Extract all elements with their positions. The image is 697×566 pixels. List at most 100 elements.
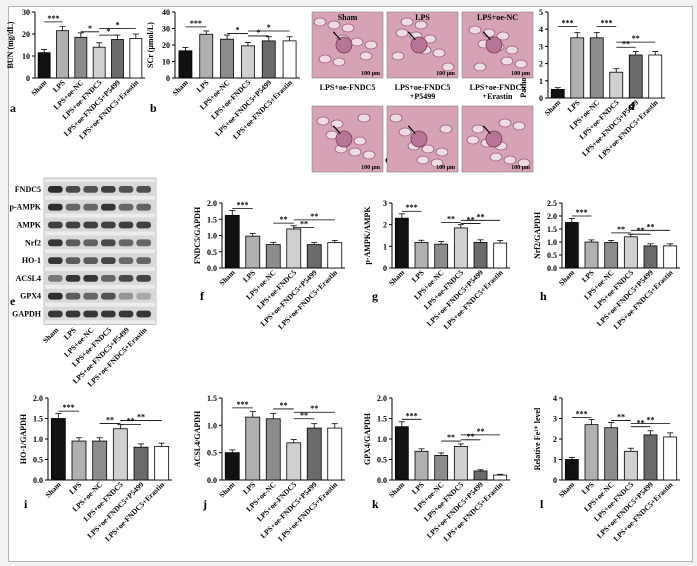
- significance-label: ***: [63, 403, 75, 412]
- category-label: LPS: [241, 268, 257, 284]
- glomerulus-shape: [410, 130, 428, 148]
- y-tick-label: 5: [539, 8, 543, 17]
- y-tick-label: 0.5: [207, 248, 217, 257]
- y-tick-label: 20: [22, 30, 30, 39]
- glomerulus-shape: [485, 36, 503, 54]
- y-tick-label: 30: [162, 25, 170, 34]
- arrow-icon: [407, 31, 416, 41]
- blot-band: [83, 239, 98, 247]
- panel-letter-k: k: [372, 497, 379, 511]
- significance-label: *: [116, 21, 120, 30]
- bar-4: [111, 39, 124, 79]
- y-tick-label: 2.0: [33, 394, 43, 403]
- panel-letter-d: d: [628, 99, 635, 113]
- tubule-shape: [505, 45, 519, 55]
- tubule-shape: [441, 62, 455, 72]
- significance-label: *: [88, 24, 92, 33]
- y-tick-label: 20: [162, 41, 170, 50]
- scale-bar-label: 100 μm: [436, 71, 455, 77]
- y-tick-label: 3: [553, 415, 557, 424]
- blot-band: [101, 257, 116, 264]
- tubule-shape: [316, 116, 330, 126]
- tubule-shape: [430, 158, 444, 168]
- y-tick-label: 30: [22, 8, 30, 17]
- blot-band: [83, 257, 98, 264]
- tubule-shape: [359, 51, 373, 61]
- bar-0: [394, 426, 409, 481]
- y-axis-label: BUN (mg/dL): [6, 21, 15, 68]
- tubule-shape: [364, 40, 378, 50]
- category-label: Sham: [43, 480, 63, 500]
- bar-3: [623, 450, 638, 481]
- y-tick-label: 0.0: [377, 476, 387, 485]
- tubule-shape: [341, 23, 355, 33]
- significance-label: **: [632, 34, 640, 43]
- y-tick-label: 0.0: [207, 476, 217, 485]
- panel-letter-h: h: [540, 289, 547, 303]
- bar-2: [265, 418, 281, 481]
- bar-4: [261, 40, 276, 79]
- blot-band: [83, 221, 98, 229]
- blot-band: [65, 310, 81, 318]
- category-label: LPS: [580, 268, 596, 284]
- significance-label: **: [127, 417, 135, 426]
- y-axis-label: HO-1/GAPDH: [19, 413, 28, 464]
- blot-band: [48, 292, 63, 300]
- category-label: Sham: [29, 78, 49, 98]
- bar-1: [414, 242, 429, 269]
- tubule-shape: [435, 147, 449, 157]
- panel-letter-g: g: [372, 289, 378, 303]
- scale-bar-label: 100 μm: [511, 71, 530, 77]
- blot-band: [136, 221, 151, 229]
- blot-band: [118, 221, 134, 229]
- glomerulus-shape: [335, 36, 353, 54]
- panel-letter-e: e: [10, 294, 16, 308]
- protein-label: GAPDH: [12, 310, 42, 319]
- tubule-shape: [395, 28, 409, 38]
- y-tick-label: 0.0: [207, 264, 217, 273]
- bar-4: [473, 470, 488, 481]
- y-tick-label: 2.0: [207, 199, 217, 208]
- bar-0: [394, 217, 409, 269]
- tubule-shape: [357, 113, 371, 123]
- significance-label: **: [467, 432, 475, 441]
- bar-2: [265, 244, 281, 269]
- blot-band: [136, 292, 151, 300]
- y-tick-label: 1: [383, 242, 387, 251]
- histology-label: LPS+oe-FNDC5: [395, 83, 451, 92]
- blot-band: [118, 186, 134, 193]
- significance-label: ***: [406, 411, 418, 420]
- y-tick-label: 0: [383, 264, 387, 273]
- y-tick-label: 0: [26, 74, 30, 83]
- bar-3: [286, 442, 302, 481]
- panel-letter-a: a: [10, 101, 16, 115]
- arrow-icon: [332, 31, 341, 41]
- y-tick-label: 1.0: [547, 238, 557, 247]
- blot-band: [101, 186, 116, 193]
- significance-label: **: [310, 404, 318, 413]
- tubule-shape: [350, 37, 364, 47]
- bar-0: [50, 418, 66, 481]
- y-tick-label: 0.0: [547, 264, 557, 273]
- y-tick-label: 1.0: [207, 232, 217, 241]
- bar-1: [56, 30, 69, 79]
- y-tick-label: 1.0: [33, 435, 43, 444]
- y-tick-label: 1.5: [207, 394, 217, 403]
- y-axis-label: GPX4/GAPDH: [363, 412, 372, 465]
- bar-5: [493, 242, 508, 269]
- y-tick-label: 10: [162, 58, 170, 67]
- y-tick-label: 3: [539, 42, 543, 51]
- y-tick-label: 2.0: [377, 394, 387, 403]
- histology-panel: Sham 100 μm LPS 100 μm LPS+oe-NC 100 μm LPS+oe…: [311, 11, 534, 173]
- panel-letter-b: b: [150, 101, 157, 115]
- tubule-shape: [514, 59, 528, 69]
- blot-category-label: Sham: [41, 325, 61, 345]
- bar-0: [564, 222, 579, 269]
- blot-band: [136, 275, 151, 282]
- blot-band: [101, 239, 116, 247]
- tubule-shape: [313, 17, 327, 27]
- arrow-icon: [482, 125, 491, 135]
